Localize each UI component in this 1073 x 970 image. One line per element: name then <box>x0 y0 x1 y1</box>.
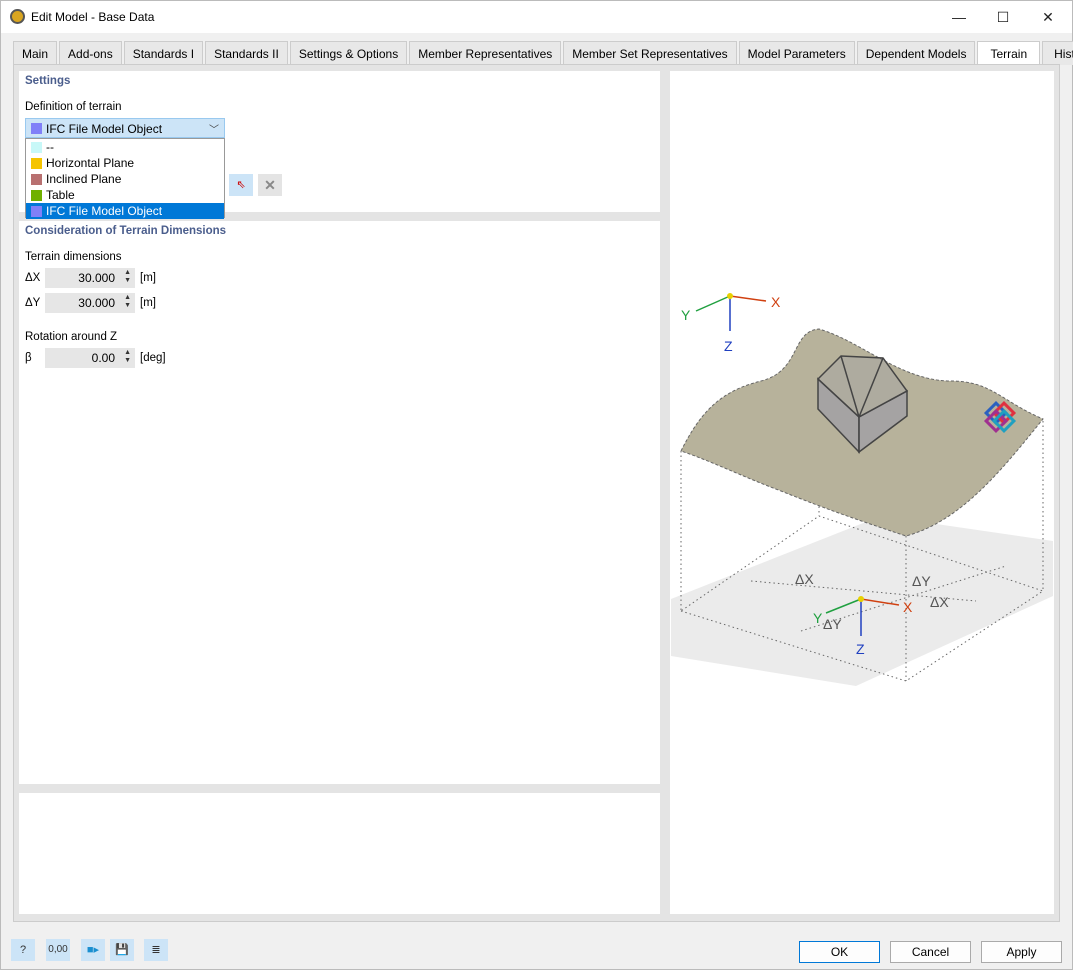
save-icon: 💾 <box>115 944 129 956</box>
color-swatch <box>31 142 42 153</box>
tab-standards-ii[interactable]: Standards II <box>205 41 288 65</box>
decimal-icon: 0,00 <box>48 944 68 955</box>
definition-label: Definition of terrain <box>25 101 122 113</box>
building-model <box>816 355 909 454</box>
info-panel <box>19 793 660 914</box>
units-button[interactable]: 0,00 <box>46 939 70 961</box>
terrain-diagram: X Y Z X Y Z ΔX ΔY ΔX ΔY <box>670 71 1054 914</box>
option-none[interactable]: -- <box>26 139 224 155</box>
beta-input[interactable]: 0.00 ▲ ▼ <box>45 348 135 368</box>
dy-label: ΔY <box>25 297 41 309</box>
option-label: IFC File Model Object <box>46 204 163 218</box>
tab-dependent-models[interactable]: Dependent Models <box>856 41 976 65</box>
option-inclined-plane[interactable]: Inclined Plane <box>26 171 224 187</box>
option-label: -- <box>46 140 54 154</box>
tab-settings-options[interactable]: Settings & Options <box>289 41 408 65</box>
spin-arrows-icon[interactable]: ▲ ▼ <box>124 269 131 284</box>
tab-standards-i[interactable]: Standards I <box>123 41 204 65</box>
option-label: Horizontal Plane <box>46 156 135 170</box>
terrain-definition-combobox[interactable]: IFC File Model Object ﹀ <box>25 118 225 138</box>
chevron-down-icon[interactable]: ﹀ <box>209 125 219 136</box>
option-ifc-file-model-object[interactable]: IFC File Model Object <box>26 203 224 219</box>
title-bar: Edit Model - Base Data — ☐ ✕ <box>1 1 1072 33</box>
local-z-label: Z <box>856 641 865 657</box>
dy-value: 30.000 <box>78 296 115 310</box>
color-swatch <box>31 174 42 185</box>
maximize-button[interactable]: ☐ <box>996 9 1010 25</box>
y-axis-label: Y <box>681 307 691 323</box>
dy-input[interactable]: 30.000 ▲ ▼ <box>45 293 135 313</box>
minimize-button[interactable]: — <box>952 9 966 25</box>
local-x-label: X <box>903 599 913 615</box>
tab-history[interactable]: History <box>1042 41 1073 65</box>
spin-arrows-icon[interactable]: ▲ ▼ <box>124 349 131 364</box>
cursor-pick-icon: ⇖ <box>236 179 246 191</box>
rotation-label: Rotation around Z <box>25 331 118 343</box>
local-y-label: Y <box>813 610 823 626</box>
color-swatch <box>31 158 42 169</box>
x-axis-label: X <box>771 294 781 310</box>
ifc-logo-icon <box>983 400 1017 434</box>
tab-add-ons[interactable]: Add-ons <box>59 41 122 65</box>
dy-unit: [m] <box>140 297 156 309</box>
cancel-button[interactable]: Cancel <box>890 941 971 963</box>
x-icon: ✕ <box>264 177 276 193</box>
spin-arrows-icon[interactable]: ▲ ▼ <box>124 294 131 309</box>
ok-button[interactable]: OK <box>799 941 880 963</box>
option-label: Table <box>46 188 75 202</box>
dx-dim-label-2: ΔX <box>930 594 949 610</box>
help-icon: ? <box>19 944 27 956</box>
save-button[interactable]: 💾 <box>110 939 134 961</box>
global-axes: X Y Z <box>681 293 781 354</box>
color-swatch <box>31 123 42 134</box>
dx-value: 30.000 <box>78 271 115 285</box>
tab-member-set-representatives[interactable]: Member Set Representatives <box>563 41 737 65</box>
dx-input[interactable]: 30.000 ▲ ▼ <box>45 268 135 288</box>
selected-value: IFC File Model Object <box>46 122 163 136</box>
dx-dim-label-1: ΔX <box>795 571 814 587</box>
dx-label: ΔX <box>25 272 41 284</box>
dimensions-heading: Consideration of Terrain Dimensions <box>25 225 227 237</box>
beta-label: β <box>25 352 32 364</box>
z-axis-label: Z <box>724 338 733 354</box>
app-icon <box>10 9 25 24</box>
tab-terrain[interactable]: Terrain <box>977 41 1041 65</box>
dimensions-panel: Consideration of Terrain Dimensions Terr… <box>19 221 660 784</box>
tab-model-parameters[interactable]: Model Parameters <box>738 41 855 65</box>
tab-member-representatives[interactable]: Member Representatives <box>409 41 562 65</box>
option-table[interactable]: Table <box>26 187 224 203</box>
color-swatch <box>31 190 42 201</box>
delete-button[interactable]: ✕ <box>258 174 282 196</box>
window-title: Edit Model - Base Data <box>31 10 155 24</box>
terrain-definition-dropdown: -- Horizontal Plane Inclined Plane Table… <box>25 138 225 219</box>
local-axes: X Y Z <box>813 596 913 657</box>
tab-bar: Main Add-ons Standards I Standards II Se… <box>13 41 1073 65</box>
dimension-labels: ΔX ΔY ΔX ΔY <box>795 571 949 632</box>
option-label: Inclined Plane <box>46 172 122 186</box>
database-document-icon: ≣ <box>151 944 161 956</box>
dx-unit: [m] <box>140 272 156 284</box>
apply-button[interactable]: Apply <box>981 941 1062 963</box>
database-button[interactable]: ≣ <box>144 939 168 961</box>
close-button[interactable]: ✕ <box>1042 9 1054 25</box>
beta-unit: [deg] <box>140 352 166 364</box>
beta-value: 0.00 <box>91 351 115 365</box>
dy-dim-label-2: ΔY <box>823 616 842 632</box>
option-horizontal-plane[interactable]: Horizontal Plane <box>26 155 224 171</box>
cube-arrow-icon: ■▸ <box>86 944 100 956</box>
color-swatch <box>31 206 42 217</box>
help-button[interactable]: ? <box>11 939 35 961</box>
settings-heading: Settings <box>25 75 71 87</box>
pick-object-button[interactable]: ⇖ <box>229 174 253 196</box>
dy-dim-label-1: ΔY <box>912 573 931 589</box>
export-button[interactable]: ■▸ <box>81 939 105 961</box>
terrain-dimensions-label: Terrain dimensions <box>25 251 122 263</box>
tab-main[interactable]: Main <box>13 41 58 65</box>
